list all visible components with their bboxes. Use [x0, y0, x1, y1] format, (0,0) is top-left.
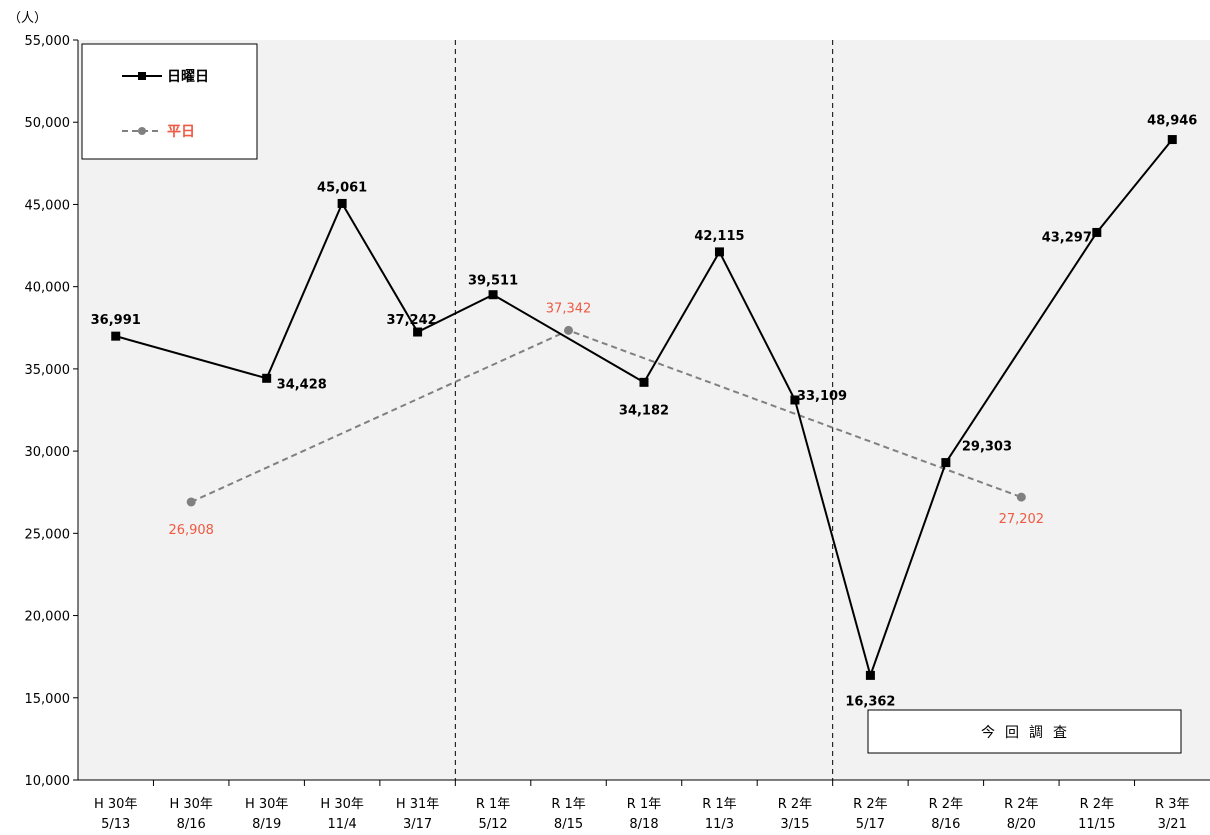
- weekday-point: [564, 325, 574, 335]
- sunday-point: [941, 458, 951, 468]
- weekday-point: [1016, 492, 1026, 502]
- x-tick-label-line2: 8/19: [252, 817, 281, 832]
- x-tick-label-line1: H 30年: [94, 797, 137, 812]
- x-tick-label-line1: R 1年: [551, 797, 585, 812]
- period-dividers: [454, 40, 834, 780]
- sunday-point: [488, 290, 498, 300]
- x-tick-label-line1: R 1年: [702, 797, 736, 812]
- y-axis-ticks: 10,000 15,000 20,000 25,000 30,000 35,000 40,0…: [25, 34, 78, 789]
- y-tick-label: 10,000: [25, 774, 71, 789]
- x-tick-label-line1: R 1年: [627, 797, 661, 812]
- sunday-point: [790, 395, 800, 405]
- sunday-point: [865, 670, 875, 680]
- weekday-data-label: 37,342: [546, 301, 592, 316]
- series-weekday: [186, 325, 1026, 507]
- x-tick-label-line1: R 2年: [853, 797, 887, 812]
- sunday-data-label: 42,115: [694, 229, 744, 244]
- annotation-text: 今回調査: [981, 725, 1077, 741]
- x-tick-label-line1: H 30年: [245, 797, 288, 812]
- annotation-box: [867, 709, 1182, 754]
- y-tick-label: 20,000: [25, 610, 71, 625]
- x-tick-label-line2: 5/12: [478, 817, 507, 832]
- sunday-point: [111, 331, 121, 341]
- legend: 日曜日 平日: [81, 43, 258, 160]
- sunday-data-label: 45,061: [317, 180, 367, 195]
- y-axis-unit-label: （人）: [8, 11, 47, 26]
- x-tick-label-line2: 8/16: [931, 817, 960, 832]
- x-tick-label-line1: H 30年: [320, 797, 363, 812]
- weekday-data-label: 26,908: [168, 523, 214, 538]
- sunday-line: [115, 138, 1174, 679]
- sunday-point: [1167, 135, 1177, 145]
- x-tick-label-line2: 8/16: [177, 817, 206, 832]
- sunday-data-label: 48,946: [1147, 114, 1197, 129]
- x-tick-label-line2: 5/13: [101, 817, 130, 832]
- sunday-data-label: 33,109: [797, 389, 847, 404]
- sunday-data-label: 29,303: [962, 440, 1012, 455]
- sunday-data-label: 34,428: [277, 377, 327, 392]
- data-labels: 36,991 34,428 45,061 37,242 39,511 34,182 42,1…: [91, 114, 1198, 710]
- x-tick-label-line2: 5/17: [856, 817, 885, 832]
- legend-weekday-label: 平日: [167, 124, 195, 140]
- y-tick-label: 30,000: [25, 445, 71, 460]
- x-tick-label-line2: 11/3: [705, 817, 734, 832]
- x-tick-label-line1: R 2年: [929, 797, 963, 812]
- sunday-point: [413, 327, 423, 337]
- weekday-point: [186, 497, 196, 507]
- y-tick-label: 15,000: [25, 692, 71, 707]
- legend-weekday-marker: [138, 127, 146, 135]
- sunday-point: [262, 373, 272, 383]
- annotation-current-survey: 今回調査: [867, 709, 1182, 754]
- x-tick-label-line1: R 3年: [1155, 797, 1189, 812]
- legend-sunday-marker: [138, 72, 146, 80]
- weekday-data-label: 27,202: [999, 512, 1045, 527]
- sunday-data-label: 16,362: [845, 694, 895, 709]
- legend-sunday-label: 日曜日: [167, 69, 209, 85]
- x-axis-ticks: H 30年 5/13 H 30年 8/16 H 30年 8/19 H 30年 11/4 H 31…: [94, 780, 1189, 832]
- sunday-data-label: 43,297: [1042, 230, 1092, 245]
- x-tick-label-line2: 3/15: [780, 817, 809, 832]
- axes: [77, 40, 1210, 781]
- y-tick-label: 40,000: [25, 281, 71, 296]
- sunday-data-label: 34,182: [619, 403, 669, 418]
- x-tick-label-line1: H 30年: [169, 797, 212, 812]
- x-tick-label-line1: H 31年: [396, 797, 439, 812]
- sunday-point: [337, 198, 347, 208]
- x-tick-label-line1: R 2年: [1080, 797, 1114, 812]
- y-tick-label: 50,000: [25, 116, 71, 131]
- x-tick-label-line1: R 2年: [778, 797, 812, 812]
- x-tick-label-line2: 11/4: [328, 817, 357, 832]
- x-tick-label-line2: 8/15: [554, 817, 583, 832]
- x-tick-label-line1: R 1年: [476, 797, 510, 812]
- x-tick-label-line2: 3/17: [403, 817, 432, 832]
- legend-box: [81, 43, 258, 160]
- x-tick-label-line2: 8/20: [1007, 817, 1036, 832]
- sunday-point: [1092, 227, 1102, 237]
- series-sunday: [111, 135, 1177, 680]
- y-tick-label: 55,000: [25, 34, 71, 49]
- x-tick-label-line2: 8/18: [629, 817, 658, 832]
- sunday-point: [639, 377, 649, 387]
- y-tick-label: 25,000: [25, 527, 71, 542]
- x-tick-label-line2: 11/15: [1078, 817, 1115, 832]
- sunday-point: [714, 247, 724, 257]
- plot-area: [78, 40, 1210, 780]
- sunday-data-label: 37,242: [387, 313, 437, 328]
- sunday-data-label: 36,991: [91, 313, 141, 328]
- y-tick-label: 35,000: [25, 363, 71, 378]
- x-tick-label-line2: 3/21: [1158, 817, 1187, 832]
- x-tick-label-line1: R 2年: [1004, 797, 1038, 812]
- y-tick-label: 45,000: [25, 198, 71, 213]
- sunday-data-label: 39,511: [468, 274, 518, 289]
